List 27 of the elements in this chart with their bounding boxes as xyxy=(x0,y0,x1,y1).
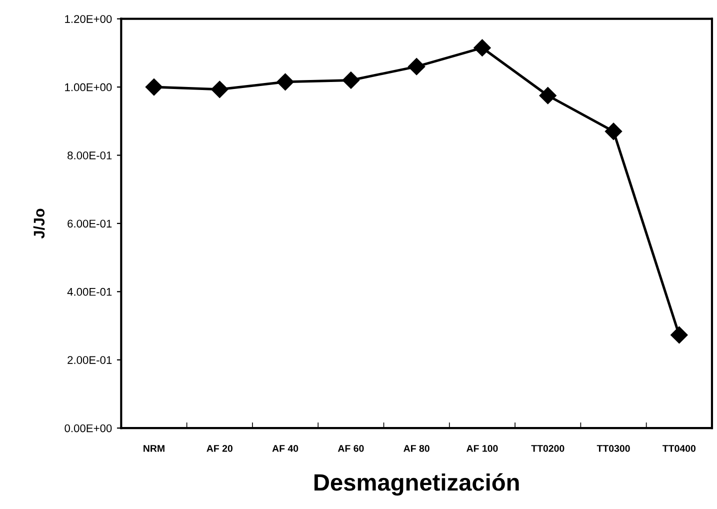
x-tick-label: AF 20 xyxy=(206,444,232,452)
y-tick-label: 1.00E+00 xyxy=(65,83,112,92)
point xyxy=(342,72,360,89)
x-tick-label: AF 60 xyxy=(338,444,364,452)
x-tick-label: NRM xyxy=(144,445,164,452)
x-tick-label: TT0200 xyxy=(531,444,564,452)
y-axis-title: J/Jo xyxy=(33,208,45,239)
point xyxy=(145,78,163,96)
x-tick-label: AF 80 xyxy=(404,444,430,452)
point xyxy=(211,80,228,98)
x-tick-label: AF 40 xyxy=(272,444,298,452)
x-tick-label: TT0400 xyxy=(662,444,696,452)
y-tick-label: 1.20E+00 xyxy=(65,15,112,23)
x-tick-label: AF 100 xyxy=(466,444,498,452)
y-tick-label: 2.00E-01 xyxy=(68,356,112,364)
y-tick-label: 6.00E-01 xyxy=(68,220,112,228)
point xyxy=(474,39,491,56)
point xyxy=(539,87,556,104)
y-tick-label: 4.00E-01 xyxy=(67,288,112,296)
point xyxy=(670,326,688,344)
point xyxy=(604,122,622,140)
point xyxy=(408,58,426,76)
point xyxy=(276,73,294,90)
x-tick-label: TT0300 xyxy=(596,444,630,452)
x-axis-title: Desmagnetización xyxy=(314,473,519,496)
y-tick-label: 8.00E-01 xyxy=(68,152,112,160)
y-tick-label: 0.00E+00 xyxy=(64,424,112,432)
